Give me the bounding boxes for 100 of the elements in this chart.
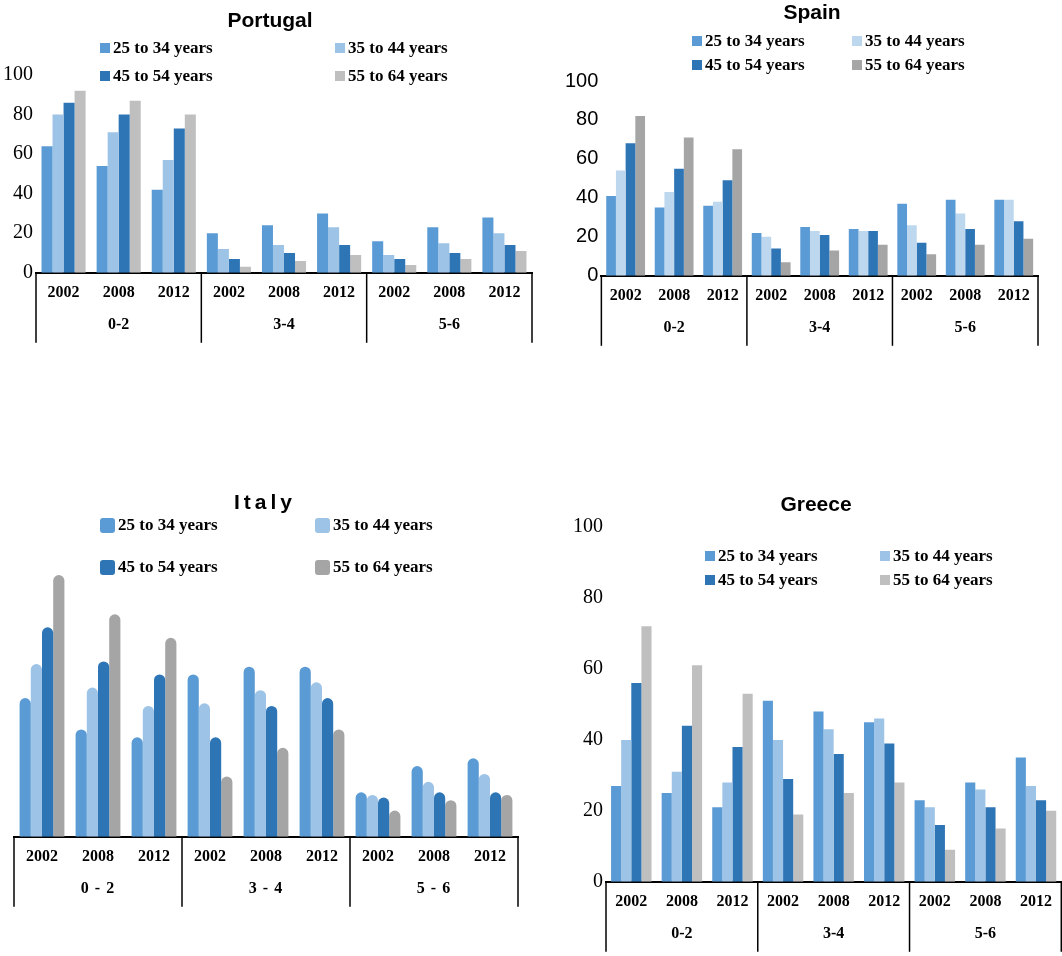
x-tick-label: 2012 [488, 282, 521, 300]
bar [1013, 221, 1024, 276]
text: 5-6 [974, 923, 997, 941]
y-tick-label: 40 [13, 180, 33, 203]
x-tick-label: 2002 [609, 285, 642, 303]
bar [809, 231, 820, 276]
legend-label: 55 to 64 years [865, 55, 965, 75]
legend-label: 35 to 44 years [865, 31, 965, 51]
bar [109, 614, 121, 837]
x-tick-label: 2012 [157, 282, 190, 300]
chart-title: Greece [779, 492, 853, 516]
y-tick-label: 60 [583, 656, 603, 679]
bar [151, 189, 163, 273]
bar [945, 199, 956, 276]
bar [339, 245, 351, 273]
bar [884, 743, 895, 882]
bar [284, 253, 296, 273]
x-tick-label: 2008 [268, 282, 300, 300]
bar [625, 143, 636, 276]
bar [154, 674, 166, 837]
x-tick-label: 2008 [82, 846, 114, 864]
bar [874, 718, 885, 882]
x-tick-label: 2012 [706, 285, 739, 303]
bar [86, 687, 98, 837]
bar [924, 807, 935, 882]
y-tick-label: 100 [573, 514, 603, 537]
x-tick-label: 2002 [755, 285, 788, 303]
x-tick-label: 2002 [900, 285, 933, 303]
bar [1015, 757, 1026, 882]
bar [96, 165, 108, 273]
bar [165, 637, 177, 837]
text: 3-4 [273, 314, 295, 332]
bar [493, 233, 505, 273]
bar [661, 793, 672, 882]
bar [974, 244, 985, 276]
legend-label: 35 to 44 years [333, 515, 433, 535]
bar [712, 201, 723, 276]
bar [611, 786, 622, 882]
bar [934, 825, 945, 882]
chart-title: Spain [782, 0, 842, 24]
y-tick-label: 100 [3, 62, 33, 85]
text: 0-2 [671, 923, 693, 941]
bar [877, 244, 888, 276]
x-tick-label: 2008 [102, 282, 135, 300]
legend-label: 35 to 44 years [893, 546, 993, 566]
y-tick-label: 60 [13, 141, 33, 164]
text: 0-2 [108, 314, 130, 332]
bar [1023, 238, 1034, 276]
bar [926, 254, 937, 276]
bar [411, 766, 423, 837]
bar [254, 690, 266, 837]
bar [858, 231, 869, 276]
x-tick-label: 2012 [1020, 891, 1052, 909]
legend-label: 25 to 34 years [113, 38, 213, 58]
bar [965, 782, 976, 882]
bar [490, 792, 502, 837]
bar [460, 258, 472, 273]
bar [772, 739, 784, 882]
y-tick-label: 80 [576, 107, 599, 130]
bar [965, 229, 975, 276]
bar [501, 794, 513, 837]
bar [206, 233, 218, 273]
x-tick-label: 2012 [852, 285, 885, 303]
bar [328, 227, 340, 273]
bar [98, 661, 110, 837]
bar [438, 243, 450, 273]
bar [674, 168, 684, 276]
text: 5-6 [438, 314, 460, 332]
bar [449, 253, 461, 273]
bar [897, 203, 908, 276]
x-tick-label: 2002 [615, 891, 648, 909]
bar [692, 665, 703, 882]
bar [712, 807, 723, 882]
text: 0-2 [663, 317, 685, 335]
y-tick-label: 80 [583, 585, 603, 608]
bar [299, 666, 311, 837]
bar [833, 754, 844, 882]
y-tick-label: 60 [576, 146, 599, 169]
x-tick-label: 2008 [250, 846, 282, 864]
bar [129, 100, 141, 273]
y-tick-label: 0 [23, 260, 33, 283]
x-tick-label: 2008 [433, 282, 466, 300]
bar [664, 192, 675, 276]
legend-label: 45 to 54 years [705, 55, 805, 75]
text: 5-6 [954, 317, 976, 335]
bar [703, 205, 713, 276]
x-tick-label: 2008 [658, 285, 691, 303]
y-tick-label: 0 [593, 869, 603, 892]
x-tick-label: 2012 [868, 891, 901, 909]
bar [800, 227, 810, 276]
bar [355, 792, 367, 837]
bar [427, 227, 439, 273]
text: 3-4 [809, 317, 831, 335]
bar [53, 575, 65, 837]
bar [19, 698, 31, 837]
bar [751, 232, 762, 276]
bar [482, 217, 494, 273]
bar [372, 241, 384, 273]
bar [907, 225, 917, 276]
text: 3-4 [822, 923, 845, 941]
